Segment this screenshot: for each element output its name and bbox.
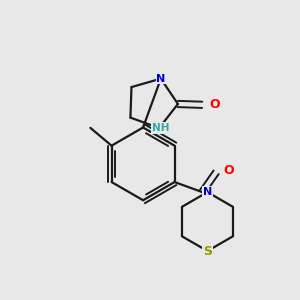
Text: NH: NH (152, 123, 169, 133)
Text: O: O (209, 98, 220, 111)
Text: S: S (203, 244, 212, 257)
Text: O: O (223, 164, 234, 177)
Text: N: N (203, 187, 212, 197)
Text: N: N (156, 74, 166, 84)
